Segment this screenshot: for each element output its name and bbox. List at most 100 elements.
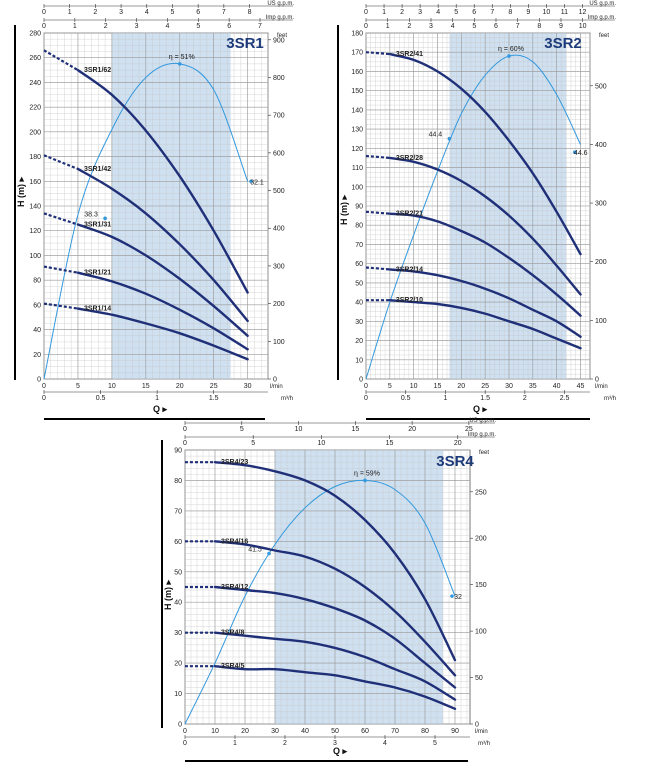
imp-tick-label: 0	[42, 23, 46, 30]
m3h-tick-label: 1.5	[209, 395, 219, 402]
feet-tick-label: 100	[273, 339, 285, 346]
m3h-tick-label: 1	[443, 395, 447, 402]
efficiency-label: η = 60%	[498, 46, 524, 53]
lmin-tick-label: 0	[364, 383, 368, 390]
efficiency-label: η = 59%	[354, 470, 380, 477]
us-tick-label: 6	[196, 9, 200, 16]
feet-unit-label: feet	[479, 450, 489, 456]
m3h-tick-label: 0.5	[96, 395, 106, 402]
us-tick-label: 6	[472, 9, 476, 16]
efficiency-point-label: 44.6	[574, 150, 588, 157]
feet-tick-label: 600	[273, 150, 285, 157]
feet-tick-label: 400	[595, 142, 607, 149]
m3h-tick-label: 1.5	[480, 395, 490, 402]
feet-tick-label: 800	[273, 75, 285, 82]
imp-unit-label: Imp g.p.m.	[266, 15, 295, 21]
pump-curve-label: 3SR2/41	[396, 51, 423, 58]
pump-curve-dashed	[43, 212, 79, 226]
lmin-tick-label: 40	[553, 383, 561, 390]
efficiency-point-label: 32	[454, 594, 462, 601]
imp-tick-label: 9	[559, 23, 563, 30]
chart-3sr2: 0102030405060708090100110120130140150160…	[337, 1, 616, 420]
lmin-tick-label: 25	[210, 383, 218, 390]
m3h-tick-label: 3	[333, 740, 337, 747]
imp-tick-label: 5	[251, 440, 255, 447]
imp-tick-label: 15	[386, 440, 394, 447]
h-tick-label: 90	[174, 448, 182, 455]
efficiency-point-marker	[450, 594, 454, 598]
imp-unit-label: Imp g.p.m.	[468, 432, 497, 438]
h-tick-label: 50	[355, 280, 363, 287]
imp-tick-label: 4	[165, 23, 169, 30]
h-tick-label: 0	[178, 722, 182, 729]
lmin-unit-label: l/min	[270, 384, 283, 390]
pump-curve	[76, 68, 249, 294]
q-axis-title: Q ▸	[153, 404, 168, 414]
pump-curve-label: 3SR1/14	[84, 306, 111, 313]
us-tick-label: 15	[351, 426, 359, 433]
q-axis-title: Q ▸	[473, 404, 488, 414]
us-tick-label: 4	[145, 9, 149, 16]
lmin-tick-label: 50	[331, 728, 339, 735]
lmin-unit-label: l/min	[595, 384, 608, 390]
feet-tick-label: 50	[475, 675, 483, 682]
imp-tick-label: 8	[537, 23, 541, 30]
feet-tick-label: 500	[595, 83, 607, 90]
h-axis-title: H (m) ▸	[16, 177, 26, 207]
h-tick-label: 60	[355, 261, 363, 268]
us-tick-label: 5	[240, 426, 244, 433]
us-unit-label: US g.p.m.	[469, 418, 496, 424]
us-tick-label: 10	[542, 9, 550, 16]
lmin-tick-label: 45	[577, 383, 585, 390]
us-tick-label: 7	[490, 9, 494, 16]
pump-curve	[76, 307, 249, 361]
m3h-tick-label: 0	[364, 395, 368, 402]
us-unit-label: US g.p.m.	[267, 1, 294, 7]
pump-curve-label: 3SR2/28	[396, 155, 423, 162]
us-tick-label: 4	[436, 9, 440, 16]
h-tick-label: 100	[351, 184, 363, 191]
h-tick-label: 50	[174, 569, 182, 576]
imp-tick-label: 20	[454, 440, 462, 447]
pump-curve-dashed	[365, 210, 390, 215]
pump-curve-dashed	[365, 51, 390, 56]
us-tick-label: 8	[508, 9, 512, 16]
feet-unit-label: feet	[277, 33, 287, 39]
us-tick-label: 0	[42, 9, 46, 16]
m3h-tick-label: 2.5	[560, 395, 570, 402]
lmin-tick-label: 20	[241, 728, 249, 735]
us-tick-label: 8	[248, 9, 252, 16]
us-tick-label: 3	[418, 9, 422, 16]
lmin-tick-label: 30	[271, 728, 279, 735]
h-tick-label: 40	[33, 327, 41, 334]
us-tick-label: 3	[119, 9, 123, 16]
efficiency-curve	[184, 479, 456, 725]
pump-curve	[388, 268, 582, 338]
pump-curve	[213, 665, 457, 710]
m3h-tick-label: 2	[523, 395, 527, 402]
imp-tick-label: 7	[258, 23, 262, 30]
h-tick-label: 70	[174, 508, 182, 515]
h-tick-label: 220	[29, 105, 41, 112]
h-tick-label: 150	[351, 88, 363, 95]
us-tick-label: 0	[364, 9, 368, 16]
h-tick-label: 130	[351, 127, 363, 134]
h-tick-label: 0	[359, 377, 363, 384]
pump-curve-dashed	[43, 154, 79, 170]
lmin-tick-label: 15	[434, 383, 442, 390]
h-tick-label: 140	[29, 204, 41, 211]
h-tick-label: 140	[351, 107, 363, 114]
lmin-tick-label: 80	[421, 728, 429, 735]
efficiency-curve	[365, 54, 581, 380]
h-tick-label: 160	[351, 69, 363, 76]
pump-curve-dashed	[43, 302, 79, 310]
h-tick-label: 90	[355, 204, 363, 211]
efficiency-point-marker	[447, 136, 452, 141]
h-tick-label: 80	[355, 223, 363, 230]
lmin-tick-label: 20	[457, 383, 465, 390]
lmin-tick-label: 25	[481, 383, 489, 390]
imp-tick-label: 5	[196, 23, 200, 30]
h-tick-label: 180	[351, 31, 363, 38]
h-tick-label: 20	[174, 661, 182, 668]
us-tick-label: 1	[382, 9, 386, 16]
